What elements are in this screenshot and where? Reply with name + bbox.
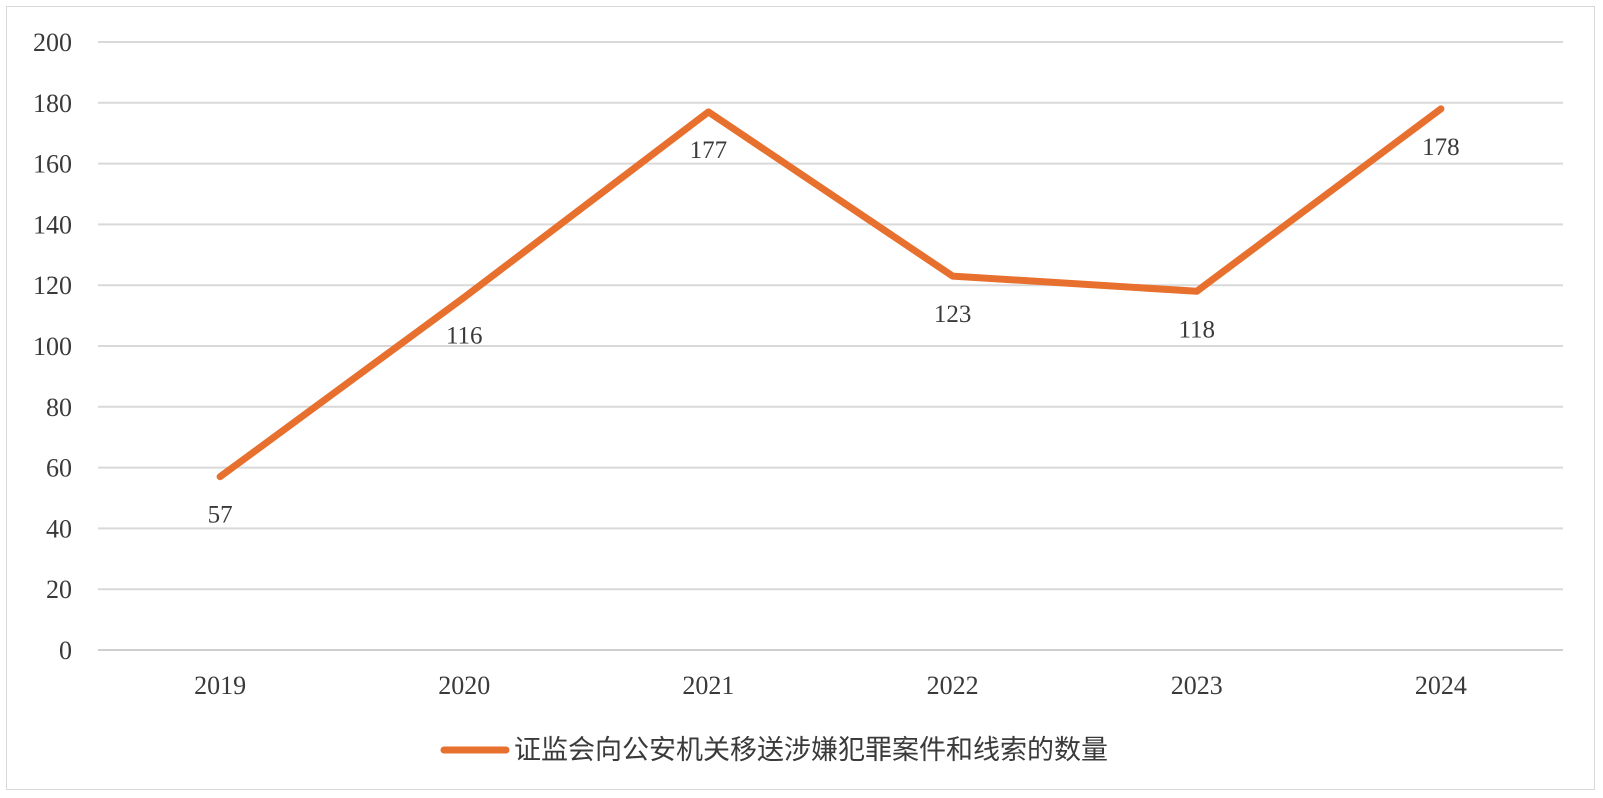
y-tick-label: 20: [46, 575, 72, 604]
legend: 证监会向公安机关移送涉嫌犯罪案件和线索的数量: [440, 735, 1108, 766]
y-tick-label: 0: [59, 636, 72, 665]
x-tick-label: 2019: [194, 671, 246, 700]
y-tick-label: 160: [33, 150, 72, 179]
chart-frame: [6, 6, 1595, 790]
x-tick-label: 2023: [1171, 671, 1223, 700]
y-tick-label: 200: [33, 28, 72, 57]
series-line: [216, 105, 1445, 481]
data-label: 177: [690, 137, 728, 164]
data-label: 57: [208, 502, 233, 529]
y-tick-label: 80: [46, 393, 72, 422]
data-label: 116: [446, 322, 483, 349]
y-tick-label: 40: [46, 514, 72, 543]
gridlines: [98, 41, 1563, 651]
x-tick-label: 2021: [682, 671, 734, 700]
y-axis-ticks: 0 20 40 60 80 100 120 140 160 180 200: [33, 28, 72, 665]
x-tick-label: 2024: [1415, 671, 1467, 700]
x-tick-label: 2020: [438, 671, 490, 700]
data-labels: 57 116 177 123 118 178: [208, 134, 1460, 529]
y-tick-label: 120: [33, 271, 72, 300]
legend-label: 证监会向公安机关移送涉嫌犯罪案件和线索的数量: [514, 735, 1108, 766]
data-label: 178: [1422, 134, 1460, 161]
x-axis-ticks: 2019 2020 2021 2022 2023 2024: [194, 671, 1467, 700]
data-label: 123: [934, 301, 972, 328]
y-tick-label: 180: [33, 89, 72, 118]
y-tick-label: 100: [33, 332, 72, 361]
y-tick-label: 60: [46, 454, 72, 483]
data-label: 118: [1178, 316, 1215, 343]
y-tick-label: 140: [33, 210, 72, 239]
series-lines: [216, 105, 1445, 481]
x-tick-label: 2022: [927, 671, 979, 700]
